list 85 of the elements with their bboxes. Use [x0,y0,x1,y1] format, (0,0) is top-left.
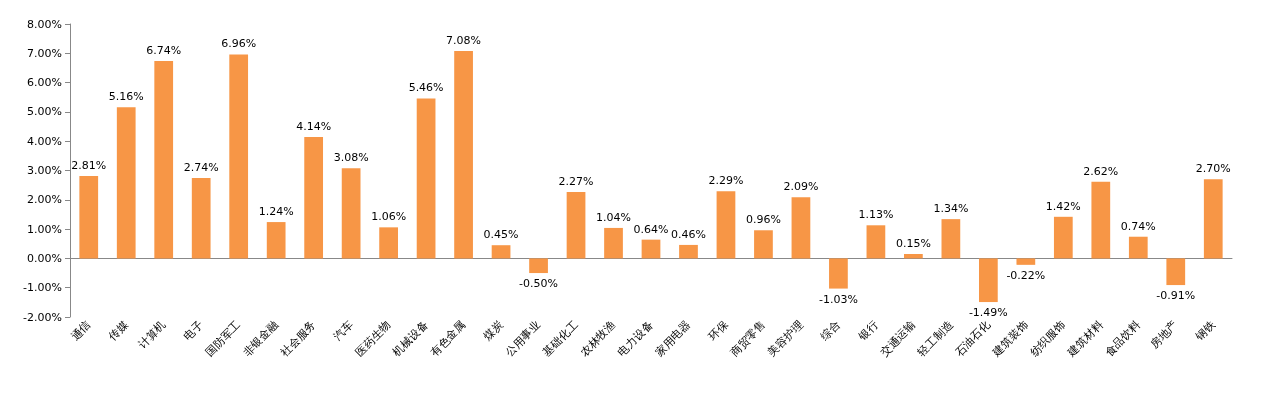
bar [341,168,361,259]
data-label: 1.34% [933,202,969,216]
data-label: 4.14% [296,120,332,134]
bar [641,239,661,259]
data-label: 2.70% [1195,162,1231,176]
bar [754,230,773,259]
bar [416,98,436,259]
data-label: 2.29% [708,174,744,188]
bar [866,225,886,259]
bar [116,107,136,259]
data-label: 0.96% [745,213,781,227]
bar [529,258,548,274]
x-tick-label: 钢铁 [1192,318,1218,344]
bar [191,178,211,259]
x-tick-label: 综合 [818,318,844,344]
y-tick-label: 0.00% [27,251,62,265]
x-tick-label: 环保 [705,318,731,344]
data-label: 1.13% [858,208,894,222]
bar [679,244,698,259]
bar [566,191,586,259]
bar [1016,258,1036,265]
data-label: 2.74% [183,161,219,175]
bar [491,245,511,259]
data-label: 2.09% [783,180,819,194]
x-tick-label: 传媒 [106,318,131,344]
x-tick-label: 轻工制造 [915,318,956,359]
data-label: 1.24% [258,205,294,219]
data-label: 1.42% [1045,199,1081,213]
bar [1166,258,1186,286]
data-label: 0.64% [633,222,669,236]
x-tick-label: 计算机 [135,318,169,351]
bar [379,227,398,259]
y-tick-label: 4.00% [27,134,62,148]
y-tick-label: -2.00% [23,310,62,324]
data-label: 0.74% [1120,219,1156,233]
y-tick-label: 1.00% [27,222,62,236]
data-label: -0.50% [519,277,559,291]
data-label: 6.74% [146,43,182,57]
data-label: 0.45% [483,228,519,242]
y-tick-label: 7.00% [27,46,62,60]
data-label: 7.08% [446,33,482,47]
y-tick-label: 2.00% [27,193,62,207]
data-label: 5.16% [108,90,144,104]
bar [904,254,923,259]
bar [791,197,811,259]
data-label: 2.81% [71,159,107,173]
bar [1203,179,1223,259]
x-tick-label: 汽车 [330,318,356,344]
y-tick-label: -1.00% [23,281,62,295]
y-tick-label: 8.00% [27,17,62,31]
bar [604,227,623,259]
data-label: 2.27% [558,174,594,188]
bar [154,60,174,259]
bar [454,50,473,259]
data-label: 6.96% [221,37,257,51]
x-tick-label: 美容护理 [765,318,806,359]
data-label: 3.08% [333,151,369,165]
data-label: 1.04% [596,210,631,224]
data-label: -0.91% [1156,289,1196,303]
bar [829,258,848,289]
bar [266,222,286,259]
data-label: -1.49% [968,306,1008,320]
x-tick-label: 煤炭 [480,318,506,344]
data-label: 0.15% [895,237,931,251]
data-label: -1.03% [818,292,858,306]
bar [229,54,249,259]
bar [79,176,99,259]
y-tick-label: 6.00% [27,76,62,90]
y-tick-label: 5.00% [27,105,62,119]
x-tick-label: 通信 [68,318,94,344]
bar [716,191,736,259]
x-tick-label: 基础化工 [540,318,581,359]
bar [1091,181,1111,259]
data-label: 0.46% [671,227,706,241]
bar [978,258,998,303]
data-label: 5.46% [408,81,444,95]
data-label: 1.06% [371,210,407,224]
x-tick-label: 房地产 [1147,318,1181,351]
bar [304,137,324,259]
y-tick-label: 3.00% [27,164,62,177]
bar [1053,216,1073,259]
bar [1128,236,1148,259]
data-label: -0.22% [1006,268,1046,282]
bar [941,219,961,259]
data-label: 2.62% [1083,164,1119,178]
